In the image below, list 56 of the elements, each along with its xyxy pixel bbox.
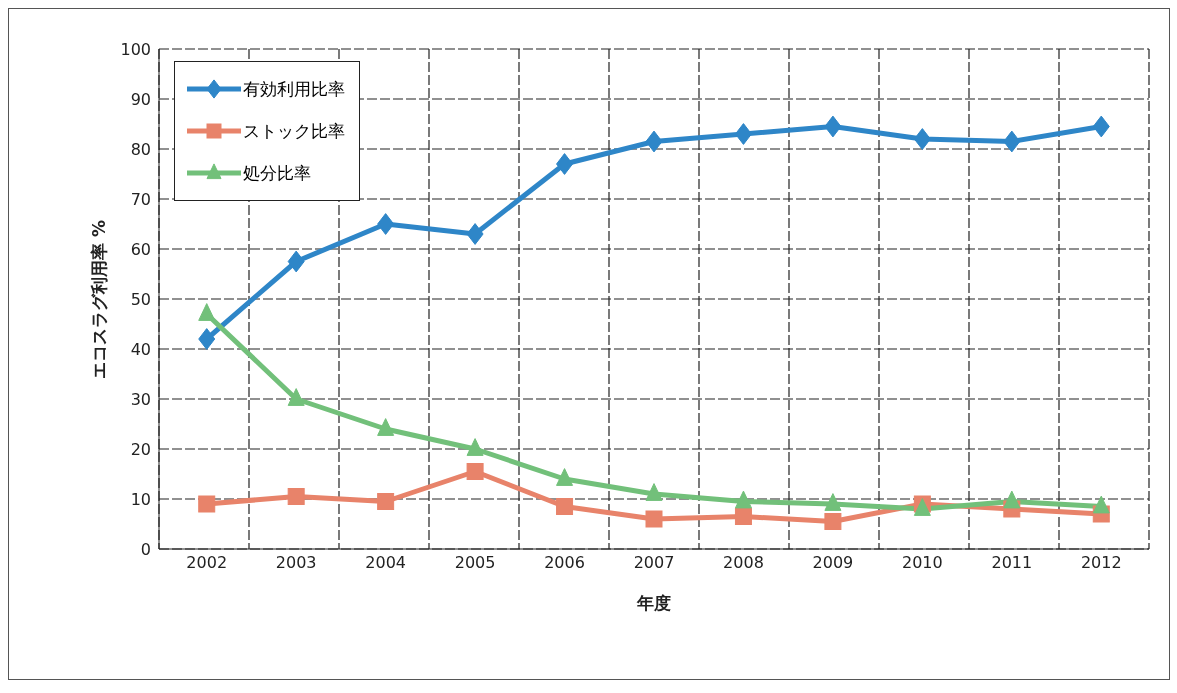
point xyxy=(556,468,574,486)
point xyxy=(645,130,663,153)
x-tick-label: 2003 xyxy=(275,553,317,573)
point xyxy=(198,303,216,321)
point xyxy=(645,483,663,501)
point xyxy=(198,328,216,350)
legend-label: ストック比率 xyxy=(243,119,345,143)
point xyxy=(824,493,842,511)
y-tick-label: 20 xyxy=(130,439,151,459)
point xyxy=(377,418,395,436)
point xyxy=(556,153,574,175)
point xyxy=(824,115,842,138)
x-tick-label: 2006 xyxy=(544,553,585,573)
y-tick-label: 70 xyxy=(130,189,151,209)
x-tick-label: 2009 xyxy=(812,553,854,573)
legend-label: 処分比率 xyxy=(243,161,311,185)
x-axis-title: 年度 xyxy=(636,593,671,613)
x-tick-label: 2008 xyxy=(723,553,764,573)
x-tick-label: 2010 xyxy=(902,553,943,573)
point xyxy=(824,513,842,530)
y-tick-label: 30 xyxy=(130,389,151,409)
point xyxy=(913,128,931,150)
point xyxy=(1003,490,1021,509)
point xyxy=(734,490,752,509)
y-tick-label: 90 xyxy=(130,89,151,109)
point xyxy=(1003,130,1021,153)
x-tick-label: 2002 xyxy=(186,553,228,573)
y-axis-title: エコスラグ利用率 % xyxy=(89,220,110,379)
point xyxy=(287,388,305,406)
x-tick-label: 2012 xyxy=(1080,553,1122,573)
point xyxy=(287,488,305,505)
point xyxy=(377,213,395,235)
x-tick-label: 2004 xyxy=(365,553,406,573)
y-tick-label: 0 xyxy=(140,539,151,559)
point xyxy=(556,498,574,515)
y-tick-label: 40 xyxy=(130,339,151,359)
x-tick-label: 2005 xyxy=(454,553,496,573)
x-tick-label: 2007 xyxy=(633,553,675,573)
point xyxy=(734,123,752,145)
point xyxy=(1092,495,1110,514)
point xyxy=(287,250,305,273)
y-tick-label: 60 xyxy=(130,239,151,259)
point xyxy=(466,463,484,480)
point xyxy=(1092,115,1110,138)
point xyxy=(377,493,395,510)
y-tick-label: 100 xyxy=(120,39,151,59)
y-tick-label: 10 xyxy=(130,489,151,509)
point xyxy=(645,510,663,528)
point xyxy=(466,223,484,245)
y-tick-label: 50 xyxy=(130,289,151,309)
point xyxy=(198,495,216,513)
y-tick-label: 80 xyxy=(130,139,151,159)
x-tick-label: 2011 xyxy=(991,553,1033,573)
point xyxy=(734,508,752,525)
point xyxy=(466,438,484,456)
legend-label: 有効利用比率 xyxy=(243,77,345,101)
